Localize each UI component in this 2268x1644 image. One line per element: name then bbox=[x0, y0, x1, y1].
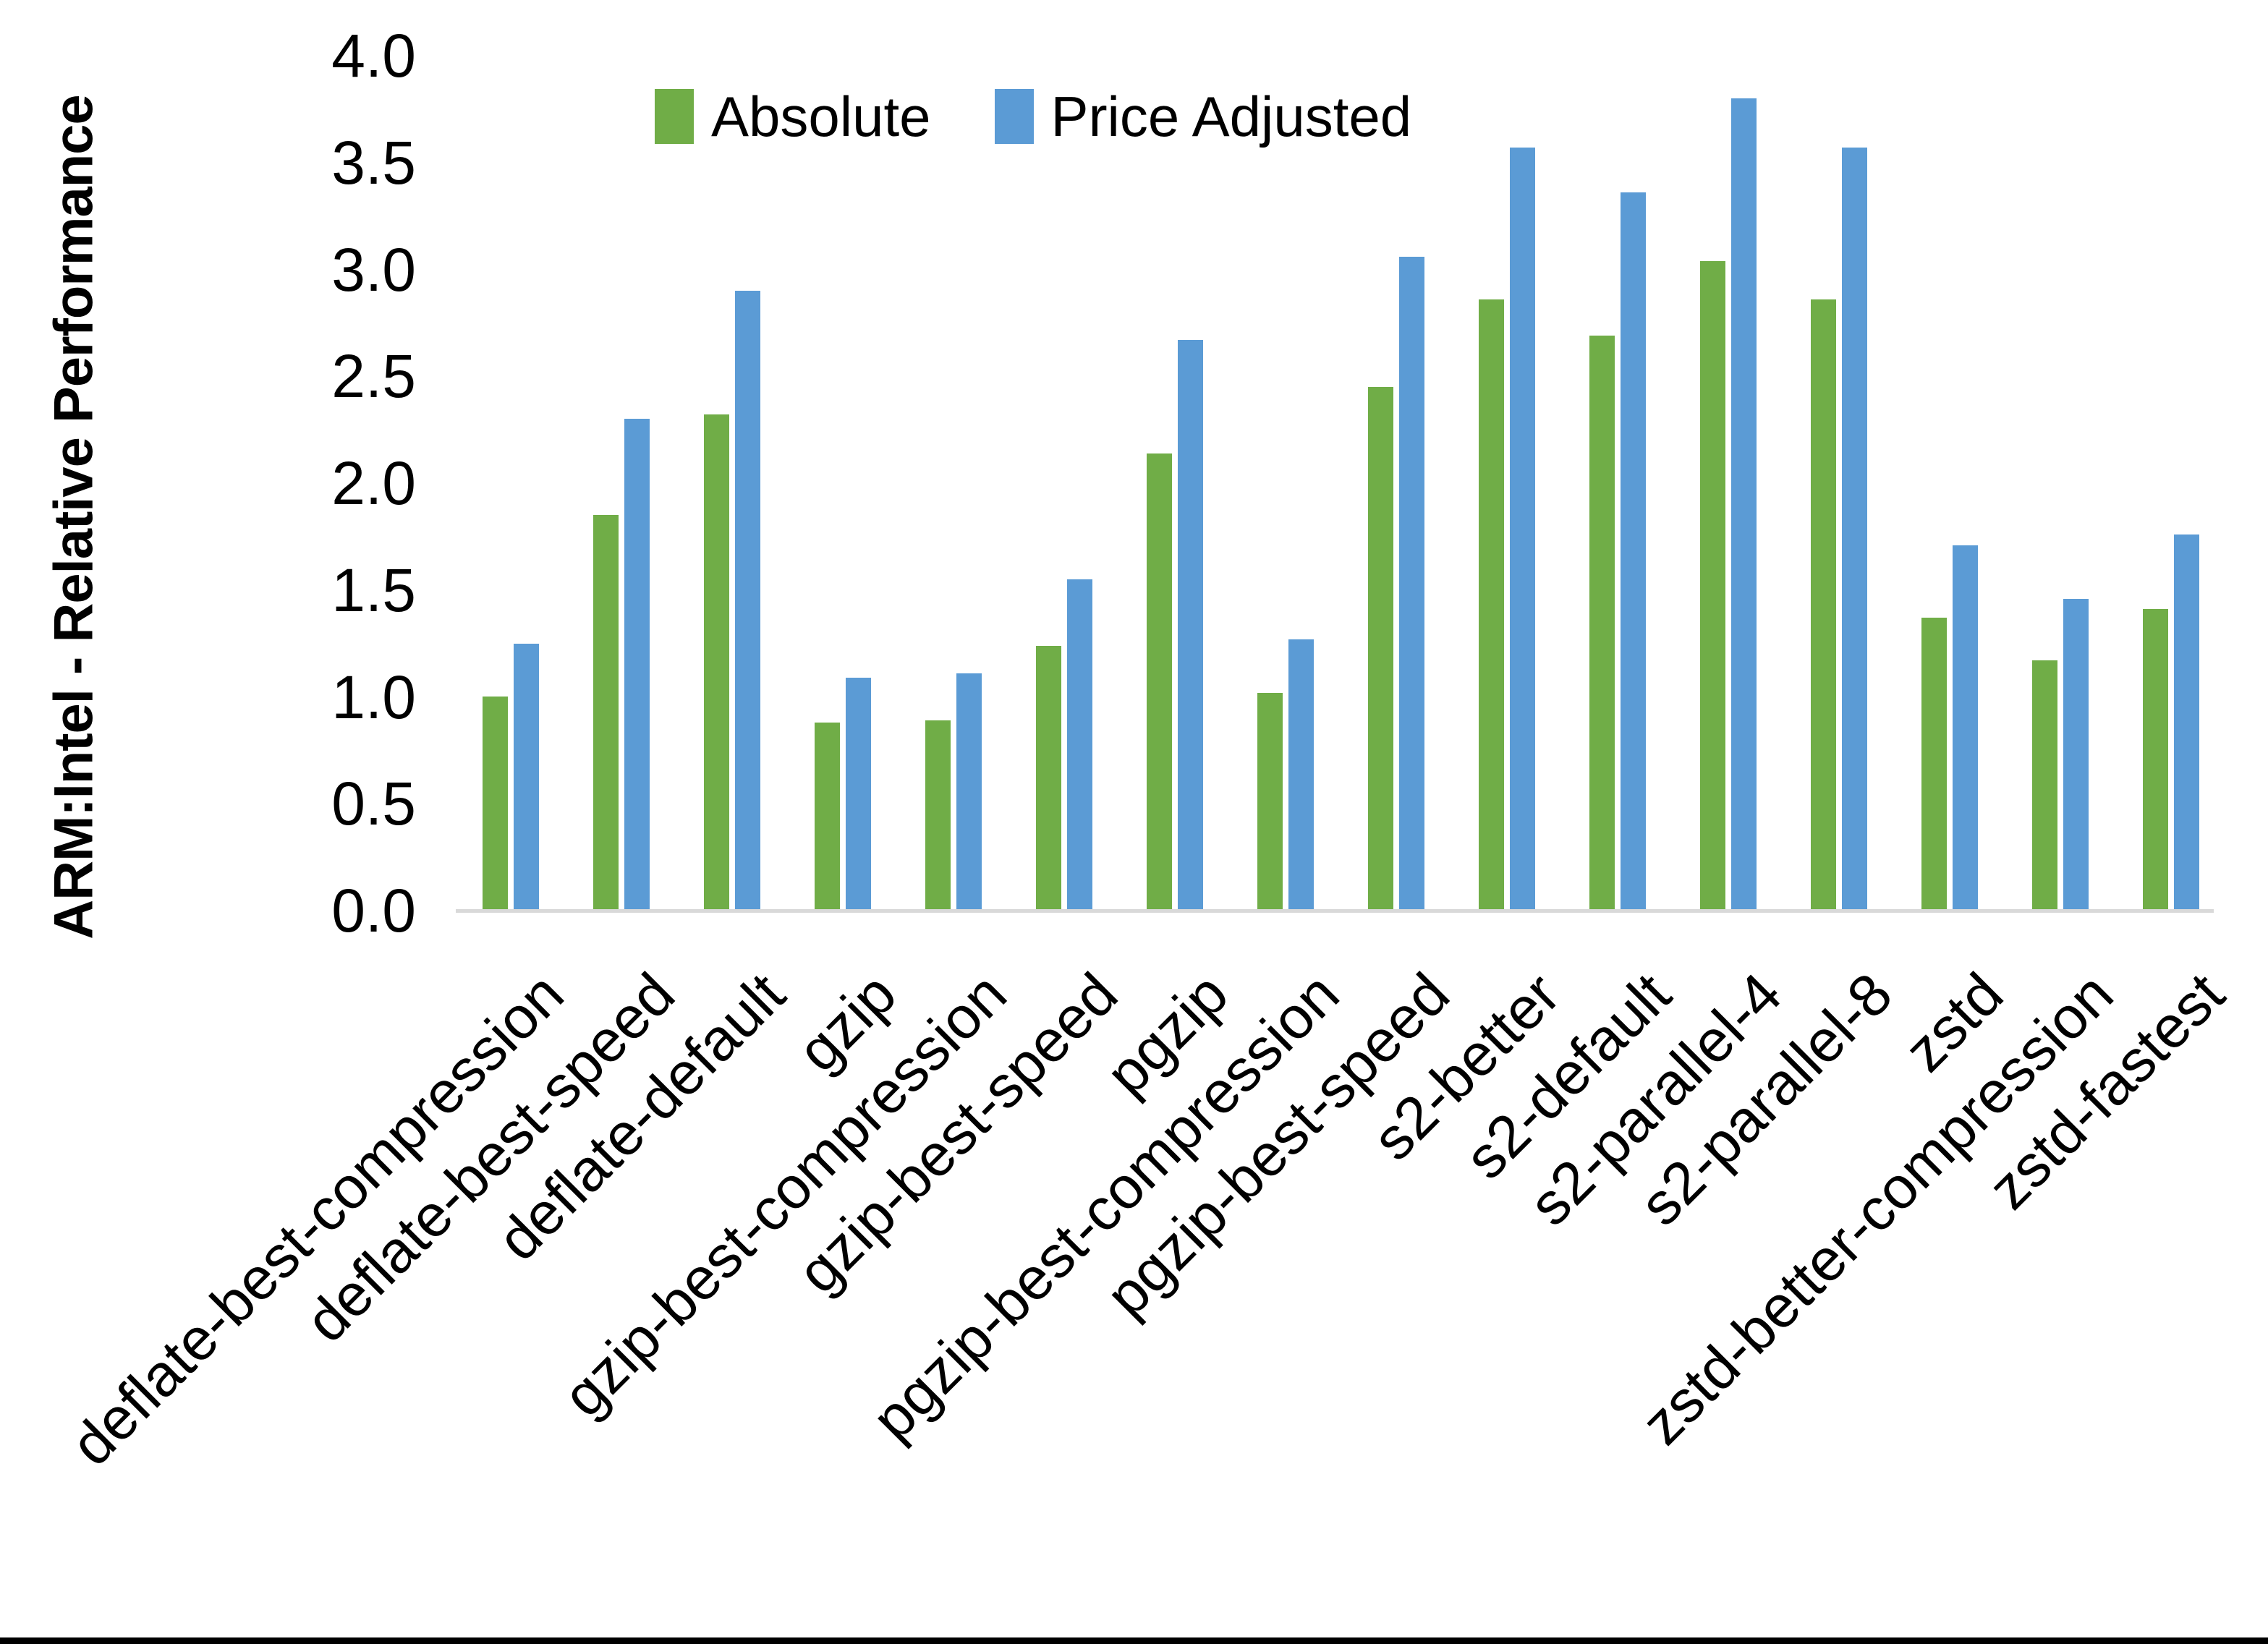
bar-price-adjusted-deflate-best-compression bbox=[514, 644, 539, 911]
bar-absolute-s2-better bbox=[1479, 299, 1504, 911]
bar-price-adjusted-zstd bbox=[1953, 545, 1978, 911]
plot-area bbox=[456, 0, 2214, 911]
bar-price-adjusted-deflate-best-speed bbox=[624, 419, 650, 911]
bar-absolute-zstd-fastest bbox=[2143, 609, 2168, 911]
y-axis-title: ARM:Intel - Relative Performance bbox=[43, 95, 105, 940]
y-tick-label-3.0: 3.0 bbox=[331, 235, 416, 304]
bar-absolute-gzip-best-compression bbox=[925, 720, 951, 911]
bar-absolute-gzip-best-speed bbox=[1036, 646, 1061, 911]
y-tick-label-3.5: 3.5 bbox=[331, 128, 416, 197]
y-tick-label-2.5: 2.5 bbox=[331, 342, 416, 411]
bar-absolute-zstd bbox=[1921, 618, 1947, 911]
bar-absolute-pgzip bbox=[1147, 453, 1172, 911]
bar-absolute-pgzip-best-speed bbox=[1368, 387, 1393, 911]
legend-item-absolute: Absolute bbox=[655, 88, 931, 145]
bar-price-adjusted-pgzip-best-compression bbox=[1288, 639, 1314, 911]
bar-absolute-zstd-better-compression bbox=[2032, 660, 2057, 911]
bar-absolute-pgzip-best-compression bbox=[1257, 693, 1283, 911]
y-tick-label-0.0: 0.0 bbox=[331, 877, 416, 945]
y-tick-label-0.5: 0.5 bbox=[331, 770, 416, 838]
bar-price-adjusted-s2-better bbox=[1510, 148, 1535, 911]
bar-price-adjusted-gzip-best-compression bbox=[956, 673, 982, 911]
bar-price-adjusted-zstd-fastest bbox=[2174, 534, 2199, 911]
bar-absolute-deflate-best-compression bbox=[483, 697, 508, 911]
bar-absolute-deflate-default bbox=[704, 414, 729, 911]
bar-price-adjusted-s2-parallel-8 bbox=[1842, 148, 1867, 911]
y-tick-label-4.0: 4.0 bbox=[331, 22, 416, 90]
bar-price-adjusted-deflate-default bbox=[735, 291, 760, 911]
bar-absolute-s2-parallel-8 bbox=[1811, 299, 1836, 911]
bar-price-adjusted-s2-parallel-4 bbox=[1731, 98, 1757, 911]
legend-label-price-adjusted: Price Adjusted bbox=[1050, 85, 1412, 148]
legend-swatch-absolute bbox=[655, 89, 694, 144]
bar-price-adjusted-pgzip-best-speed bbox=[1399, 257, 1424, 911]
legend-item-price-adjusted: Price Adjusted bbox=[994, 85, 1412, 148]
x-axis-line bbox=[456, 909, 2214, 913]
bar-absolute-s2-parallel-4 bbox=[1700, 261, 1725, 911]
bar-price-adjusted-zstd-better-compression bbox=[2063, 599, 2089, 911]
y-tick-label-2.0: 2.0 bbox=[331, 449, 416, 517]
bar-absolute-s2-default bbox=[1589, 336, 1615, 911]
bar-absolute-deflate-best-speed bbox=[593, 515, 619, 911]
legend: Absolute Price Adjusted bbox=[655, 88, 1411, 145]
y-tick-label-1.5: 1.5 bbox=[331, 555, 416, 624]
bar-price-adjusted-gzip-best-speed bbox=[1067, 579, 1092, 911]
y-tick-label-1.0: 1.0 bbox=[331, 663, 416, 731]
legend-label-absolute: Absolute bbox=[711, 85, 931, 148]
bar-price-adjusted-pgzip bbox=[1178, 340, 1203, 911]
legend-swatch-price-adjusted bbox=[994, 89, 1034, 144]
bar-absolute-gzip bbox=[815, 723, 840, 911]
bottom-border bbox=[0, 1637, 2268, 1644]
bar-price-adjusted-gzip bbox=[846, 678, 871, 911]
bar-price-adjusted-s2-default bbox=[1621, 192, 1646, 911]
